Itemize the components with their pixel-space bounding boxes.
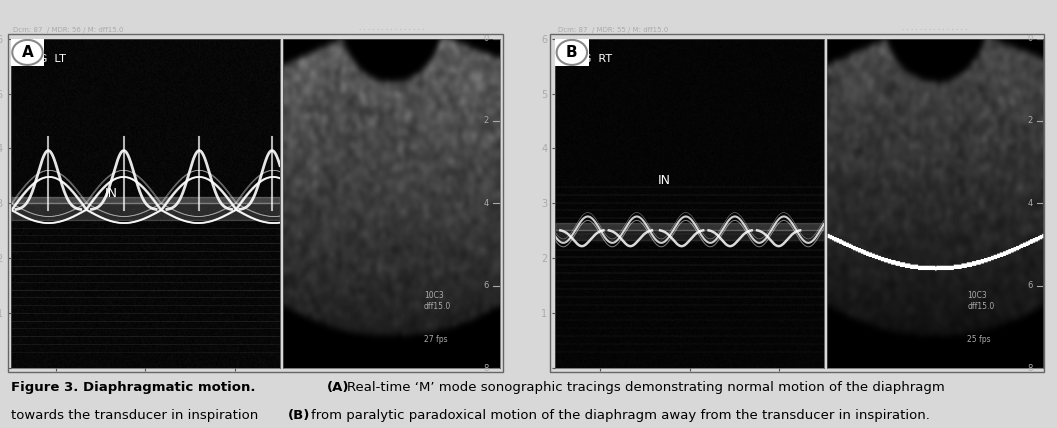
Text: 0: 0 (484, 34, 489, 43)
Text: 10C3
dff15.0: 10C3 dff15.0 (967, 291, 995, 311)
Text: (B): (B) (289, 408, 311, 422)
Circle shape (13, 40, 42, 65)
Circle shape (557, 40, 587, 65)
Text: towards the transducer in inspiration: towards the transducer in inspiration (11, 408, 262, 422)
Text: 27 fps: 27 fps (424, 335, 448, 344)
Text: 8: 8 (1027, 363, 1033, 373)
Text: 2: 2 (484, 116, 489, 125)
Text: 8: 8 (484, 363, 489, 373)
Text: · · · · · · · · · · · · · · ·: · · · · · · · · · · · · · · · (903, 27, 967, 33)
Text: SAG  RT: SAG RT (569, 54, 612, 64)
Text: A: A (21, 45, 34, 60)
Text: (A): (A) (327, 381, 349, 394)
Text: 0: 0 (1027, 34, 1033, 43)
Text: 6: 6 (1027, 281, 1033, 290)
Text: Figure 3. Diaphragmatic motion.: Figure 3. Diaphragmatic motion. (11, 381, 255, 394)
Text: IN: IN (105, 187, 118, 200)
Bar (555, 230, 824, 240)
Text: Dcm: 87  / MDR: 55 / M: dff15.0: Dcm: 87 / MDR: 55 / M: dff15.0 (558, 27, 668, 33)
Text: B: B (567, 45, 577, 60)
Bar (11, 203, 280, 220)
Text: Real-time ‘M’ mode sonographic tracings demonstrating normal motion of the diaph: Real-time ‘M’ mode sonographic tracings … (347, 381, 945, 394)
Text: 4: 4 (484, 199, 489, 208)
Text: 4: 4 (1027, 199, 1033, 208)
Bar (11, 197, 280, 203)
Text: from paralytic paradoxical motion of the diaphragm away from the transducer in i: from paralytic paradoxical motion of the… (311, 408, 930, 422)
Text: · · · · · · · · · · · · · · ·: · · · · · · · · · · · · · · · (359, 27, 424, 33)
Text: Dcm: 87  / MDR: 56 / M: dff15.0: Dcm: 87 / MDR: 56 / M: dff15.0 (14, 27, 124, 33)
Text: 25 fps: 25 fps (967, 335, 991, 344)
Text: 10C3
dff15.0: 10C3 dff15.0 (424, 291, 451, 311)
Text: IN: IN (657, 173, 670, 187)
Bar (555, 223, 824, 230)
Text: SAG  LT: SAG LT (24, 54, 66, 64)
Text: 2: 2 (1027, 116, 1033, 125)
Text: 6: 6 (484, 281, 489, 290)
